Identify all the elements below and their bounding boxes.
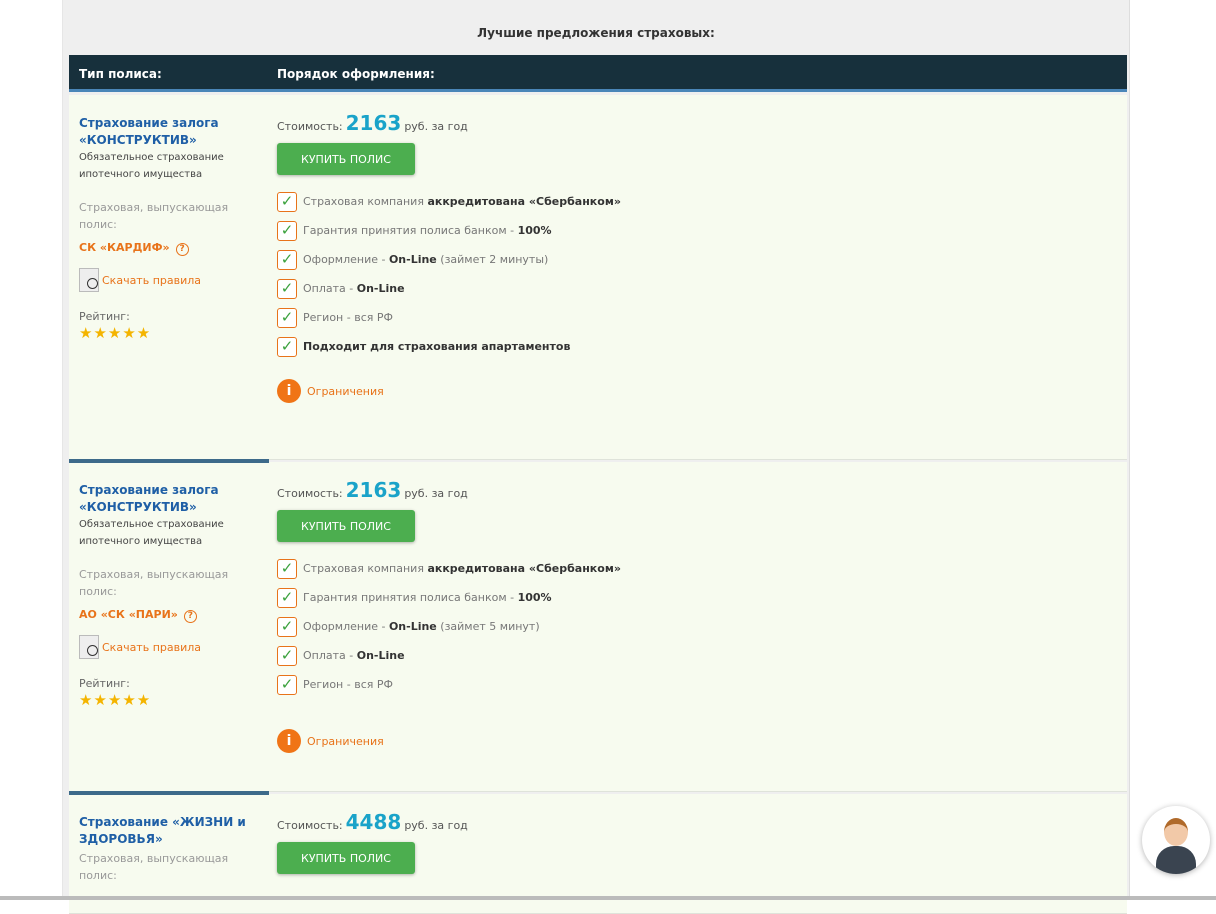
price: Стоимость: 2163 руб. за год — [277, 478, 468, 502]
issuer-label: Страховая, выпускающая полис: — [79, 568, 229, 598]
feature-item: ✓ Оформление - On-Line (займет 5 минут) — [277, 612, 621, 641]
feature-text: Подходит для страхования апартаментов — [303, 340, 571, 353]
feature-text: Оплата - On-Line — [303, 282, 405, 295]
info-icon: i — [277, 379, 301, 403]
offer-details: Стоимость: 4488 руб. за год КУПИТЬ ПОЛИС — [277, 810, 468, 874]
feature-item: ✓ Оплата - On-Line — [277, 274, 621, 303]
checkbox-checked-icon: ✓ — [277, 191, 297, 212]
header-procedure: Порядок оформления: — [277, 67, 435, 81]
issuer-label: Страховая, выпускающая полис: — [79, 201, 229, 231]
operator-avatar-icon — [1164, 818, 1188, 846]
offer-details: Стоимость: 2163 руб. за год КУПИТЬ ПОЛИС ✓… — [277, 111, 621, 403]
offer-card: Страхование «ЖИЗНИ и ЗДОРОВЬЯ» Страховая… — [69, 791, 1127, 914]
checkbox-checked-icon: ✓ — [277, 558, 297, 579]
checkbox-checked-icon: ✓ — [277, 645, 297, 666]
horizontal-scrollbar[interactable] — [0, 896, 1216, 900]
document-download-icon — [79, 635, 99, 659]
policy-title-link[interactable]: Страхование залога «КОНСТРУКТИВ» — [79, 483, 219, 514]
feature-text: Оплата - On-Line — [303, 649, 405, 662]
policy-title-link[interactable]: Страхование залога «КОНСТРУКТИВ» — [79, 116, 219, 147]
offer-card: Страхование залога «КОНСТРУКТИВ» Обязате… — [69, 459, 1127, 792]
feature-item: ✓ Оформление - On-Line (займет 2 минуты) — [277, 245, 621, 274]
checkbox-checked-icon: ✓ — [277, 220, 297, 241]
download-rules-link[interactable]: Скачать правила — [79, 268, 254, 292]
offer-info: Страхование «ЖИЗНИ и ЗДОРОВЬЯ» Страховая… — [79, 814, 254, 884]
feature-list: ✓ Страховая компания аккредитована «Сберб… — [277, 187, 621, 361]
insurer-name: СК «КАРДИФ»? — [79, 239, 254, 256]
policy-description: Обязательное страхование ипотечного имущ… — [79, 519, 224, 547]
offer-divider — [69, 459, 269, 463]
feature-text: Страховая компания аккредитована «Сберба… — [303, 195, 621, 208]
feature-text: Гарантия принятия полиса банком - 100% — [303, 224, 552, 237]
buy-policy-button[interactable]: КУПИТЬ ПОЛИС — [277, 510, 415, 542]
feature-item: ✓ Страховая компания аккредитована «Сберб… — [277, 554, 621, 583]
rating-label: Рейтинг: — [79, 677, 130, 690]
rating-stars: ★★★★★ — [79, 691, 152, 709]
checkbox-checked-icon: ✓ — [277, 307, 297, 328]
document-download-icon — [79, 268, 99, 292]
feature-text: Оформление - On-Line (займет 2 минуты) — [303, 253, 549, 266]
table-header: Тип полиса: Порядок оформления: — [69, 55, 1127, 92]
info-icon: i — [277, 729, 301, 753]
chat-button[interactable] — [1142, 806, 1210, 874]
limitations-link[interactable]: i Ограничения — [277, 729, 621, 753]
operator-body — [1156, 846, 1196, 874]
feature-list: ✓ Страховая компания аккредитована «Сберб… — [277, 554, 621, 699]
limitations-link[interactable]: i Ограничения — [277, 379, 621, 403]
price: Стоимость: 2163 руб. за год — [277, 111, 468, 135]
feature-item: ✓ Гарантия принятия полиса банком - 100% — [277, 583, 621, 612]
buy-policy-button[interactable]: КУПИТЬ ПОЛИС — [277, 143, 415, 175]
offer-details: Стоимость: 2163 руб. за год КУПИТЬ ПОЛИС ✓… — [277, 478, 621, 753]
offers-panel: Лучшие предложения страховых: Тип полиса… — [62, 0, 1130, 914]
checkbox-checked-icon: ✓ — [277, 278, 297, 299]
feature-item: ✓ Подходит для страхования апартаментов — [277, 332, 621, 361]
offer-info: Страхование залога «КОНСТРУКТИВ» Обязате… — [79, 115, 254, 342]
checkbox-checked-icon: ✓ — [277, 674, 297, 695]
checkbox-checked-icon: ✓ — [277, 587, 297, 608]
checkbox-checked-icon: ✓ — [277, 336, 297, 357]
feature-item: ✓ Регион - вся РФ — [277, 670, 621, 699]
rating-stars: ★★★★★ — [79, 324, 152, 342]
price-value: 2163 — [345, 478, 402, 502]
feature-text: Регион - вся РФ — [303, 678, 393, 691]
header-policy-type: Тип полиса: — [79, 67, 162, 81]
offer-card: Страхование залога «КОНСТРУКТИВ» Обязате… — [69, 95, 1127, 460]
feature-item: ✓ Гарантия принятия полиса банком - 100% — [277, 216, 621, 245]
question-icon[interactable]: ? — [175, 243, 189, 256]
feature-text: Оформление - On-Line (займет 5 минут) — [303, 620, 540, 633]
offer-divider — [69, 791, 269, 795]
page-title: Лучшие предложения страховых: — [477, 26, 715, 40]
buy-policy-button[interactable]: КУПИТЬ ПОЛИС — [277, 842, 415, 874]
feature-text: Страховая компания аккредитована «Сберба… — [303, 562, 621, 575]
feature-item: ✓ Страховая компания аккредитована «Сберб… — [277, 187, 621, 216]
checkbox-checked-icon: ✓ — [277, 616, 297, 637]
price: Стоимость: 4488 руб. за год — [277, 810, 468, 834]
offer-info: Страхование залога «КОНСТРУКТИВ» Обязате… — [79, 482, 254, 709]
rating-label: Рейтинг: — [79, 310, 130, 323]
question-icon[interactable]: ? — [183, 610, 197, 623]
feature-text: Регион - вся РФ — [303, 311, 393, 324]
feature-text: Гарантия принятия полиса банком - 100% — [303, 591, 552, 604]
policy-description: Обязательное страхование ипотечного имущ… — [79, 152, 224, 180]
checkbox-checked-icon: ✓ — [277, 249, 297, 270]
policy-title-link[interactable]: Страхование «ЖИЗНИ и ЗДОРОВЬЯ» — [79, 815, 246, 846]
price-value: 4488 — [345, 810, 402, 834]
download-rules-link[interactable]: Скачать правила — [79, 635, 254, 659]
feature-item: ✓ Регион - вся РФ — [277, 303, 621, 332]
issuer-label: Страховая, выпускающая полис: — [79, 852, 229, 882]
feature-item: ✓ Оплата - On-Line — [277, 641, 621, 670]
insurer-name: АО «СК «ПАРИ»? — [79, 606, 254, 623]
price-value: 2163 — [345, 111, 402, 135]
